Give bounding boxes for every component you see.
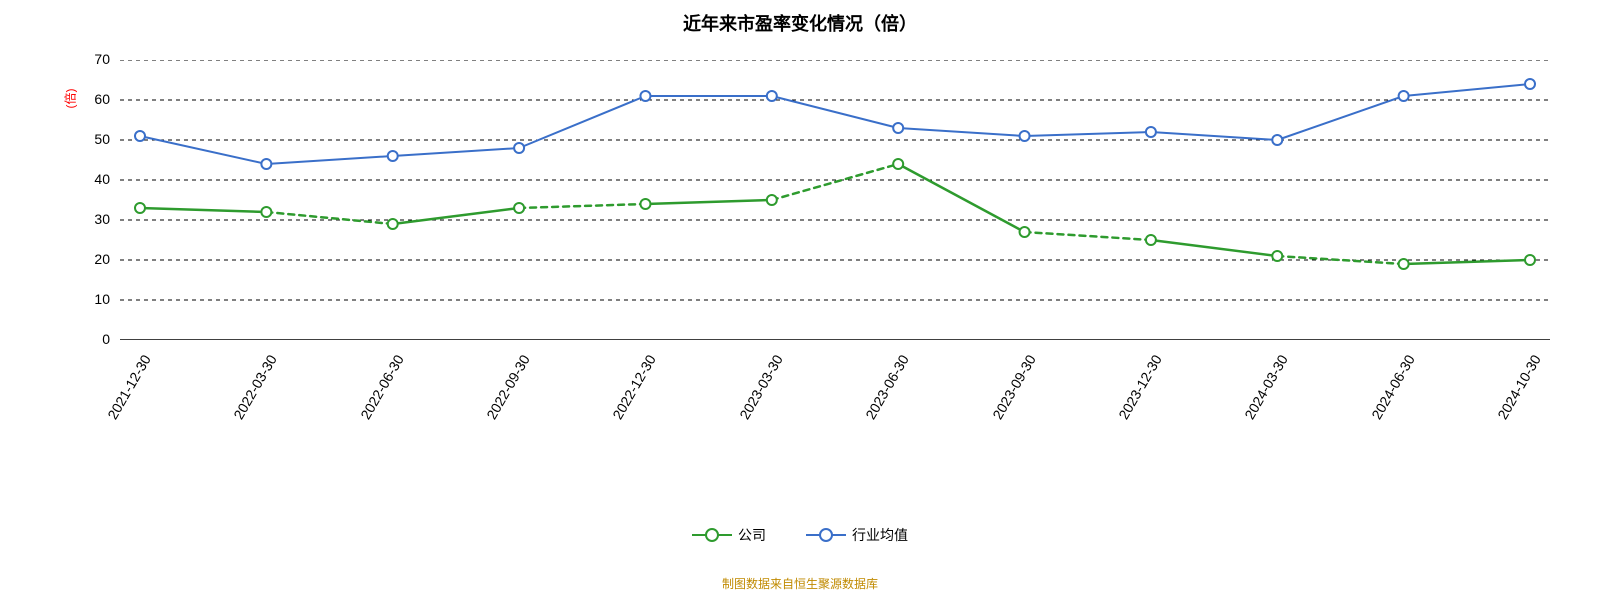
x-tick-label: 2022-03-30 (216, 352, 280, 447)
x-tick-label: 2024-06-30 (1354, 352, 1418, 447)
x-tick-label: 2021-12-30 (90, 352, 154, 447)
legend-item-industry: 行业均值 (806, 525, 908, 545)
x-tick-label: 2022-12-30 (595, 352, 659, 447)
y-tick-label: 60 (75, 91, 110, 107)
y-tick-label: 0 (75, 331, 110, 347)
y-tick-label: 70 (75, 51, 110, 67)
legend-swatch-company (692, 528, 732, 542)
x-tick-label: 2024-10-30 (1480, 352, 1544, 447)
y-tick-label: 40 (75, 171, 110, 187)
y-tick-label: 20 (75, 251, 110, 267)
plot-area (120, 60, 1550, 340)
y-tick-label: 50 (75, 131, 110, 147)
legend-swatch-industry (806, 528, 846, 542)
y-tick-label: 10 (75, 291, 110, 307)
chart-title: 近年来市盈率变化情况（倍） (0, 10, 1600, 36)
x-tick-label: 2022-09-30 (469, 352, 533, 447)
legend-item-company: 公司 (692, 525, 766, 545)
legend: 公司 行业均值 (0, 525, 1600, 545)
chart-container: { "chart": { "type": "line", "title": "近… (0, 0, 1600, 600)
x-tick-label: 2023-12-30 (1101, 352, 1165, 447)
x-tick-label: 2023-06-30 (848, 352, 912, 447)
x-tick-label: 2023-09-30 (975, 352, 1039, 447)
x-tick-label: 2023-03-30 (722, 352, 786, 447)
y-tick-label: 30 (75, 211, 110, 227)
x-tick-label: 2022-06-30 (343, 352, 407, 447)
legend-label-industry: 行业均值 (852, 525, 908, 545)
x-tick-label: 2024-03-30 (1227, 352, 1291, 447)
legend-label-company: 公司 (738, 525, 766, 545)
footer-text: 制图数据来自恒生聚源数据库 (0, 575, 1600, 592)
